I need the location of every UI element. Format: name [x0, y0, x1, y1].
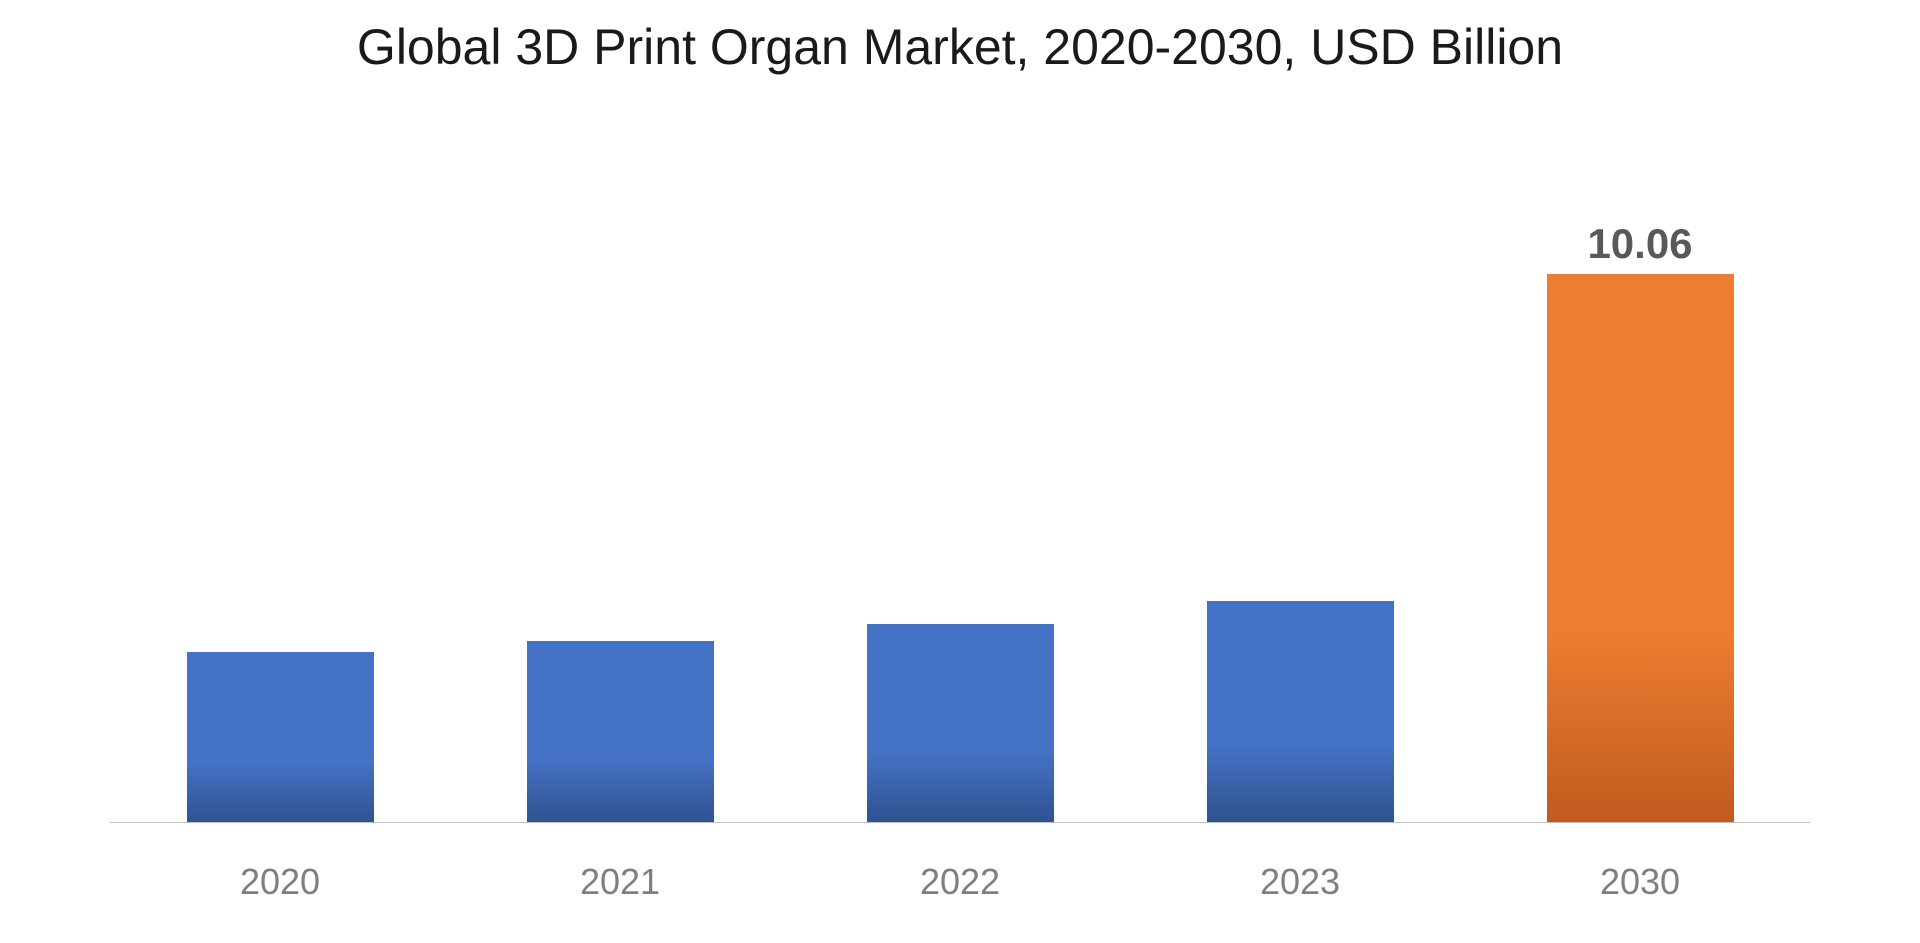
bar	[187, 652, 374, 823]
bar	[527, 641, 714, 823]
bar-slot	[450, 220, 790, 823]
x-axis-label: 2023	[1130, 861, 1470, 903]
plot-area: 10.06	[110, 220, 1810, 823]
bar	[1207, 601, 1394, 823]
x-axis-label: 2030	[1470, 861, 1810, 903]
x-axis-label: 2020	[110, 861, 450, 903]
bar-slot	[110, 220, 450, 823]
x-axis-labels: 20202021202220232030	[110, 861, 1810, 903]
chart-title: Global 3D Print Organ Market, 2020-2030,…	[0, 18, 1920, 77]
bar-chart: Global 3D Print Organ Market, 2020-2030,…	[0, 0, 1920, 943]
bars-container: 10.06	[110, 220, 1810, 823]
x-axis-label: 2022	[790, 861, 1130, 903]
bar	[1547, 274, 1734, 823]
bar-slot	[790, 220, 1130, 823]
bar	[867, 624, 1054, 823]
bar-value-label: 10.06	[1587, 220, 1692, 268]
x-axis-label: 2021	[450, 861, 790, 903]
bar-slot	[1130, 220, 1470, 823]
bar-slot: 10.06	[1470, 220, 1810, 823]
x-axis-baseline	[110, 822, 1810, 823]
